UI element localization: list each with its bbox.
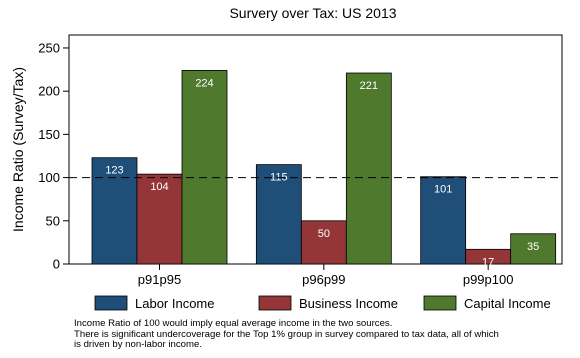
bar-value-label: 101 — [434, 184, 452, 196]
x-tick-label: p96p99 — [302, 272, 345, 287]
x-tick-label: p91p95 — [138, 272, 181, 287]
x-axis: p91p95 p96p99 p99p100 — [138, 264, 514, 287]
y-tick-label: 150 — [38, 127, 60, 142]
legend-swatch — [94, 295, 128, 311]
bar-value-label: 104 — [150, 181, 168, 193]
legend-label: Business Income — [299, 296, 398, 311]
y-tick-label: 250 — [38, 40, 60, 55]
y-tick-label: 50 — [46, 213, 60, 228]
chart-notes: Income Ratio of 100 would imply equal av… — [74, 318, 499, 351]
legend-swatch — [258, 295, 292, 311]
y-tick-label: 100 — [38, 170, 60, 185]
legend-label: Capital Income — [464, 296, 551, 311]
bar — [510, 233, 557, 265]
bar — [420, 176, 467, 265]
legend-label: Labor Income — [135, 296, 215, 311]
y-tick-label: 0 — [53, 257, 60, 272]
bar-value-label: 224 — [195, 77, 213, 89]
bar-value-label: 123 — [105, 165, 123, 177]
note-line: is driven by non-labor income. — [74, 339, 202, 350]
bar — [181, 70, 228, 265]
note-line: Income Ratio of 100 would imply equal av… — [74, 318, 393, 329]
y-tick-label: 200 — [38, 84, 60, 99]
bar — [136, 173, 183, 265]
legend: Labor Income Business Income Capital Incom… — [94, 295, 551, 311]
note-line: There is significant undercoverage for t… — [74, 328, 499, 340]
bar — [255, 164, 302, 265]
bar-value-label: 35 — [527, 241, 539, 253]
x-tick-label: p99p100 — [463, 272, 514, 287]
bar — [345, 72, 392, 265]
bar-value-label: 50 — [318, 228, 330, 240]
bar — [91, 157, 138, 265]
legend-swatch — [423, 295, 457, 311]
bar-value-label: 221 — [360, 80, 378, 92]
bar-value-label: 17 — [482, 256, 494, 268]
chart-title: Survery over Tax: US 2013 — [229, 5, 396, 21]
y-axis-label: Income Ratio (Survey/Tax) — [10, 67, 26, 232]
y-axis: 0 50 100 150 200 250 — [38, 40, 69, 272]
